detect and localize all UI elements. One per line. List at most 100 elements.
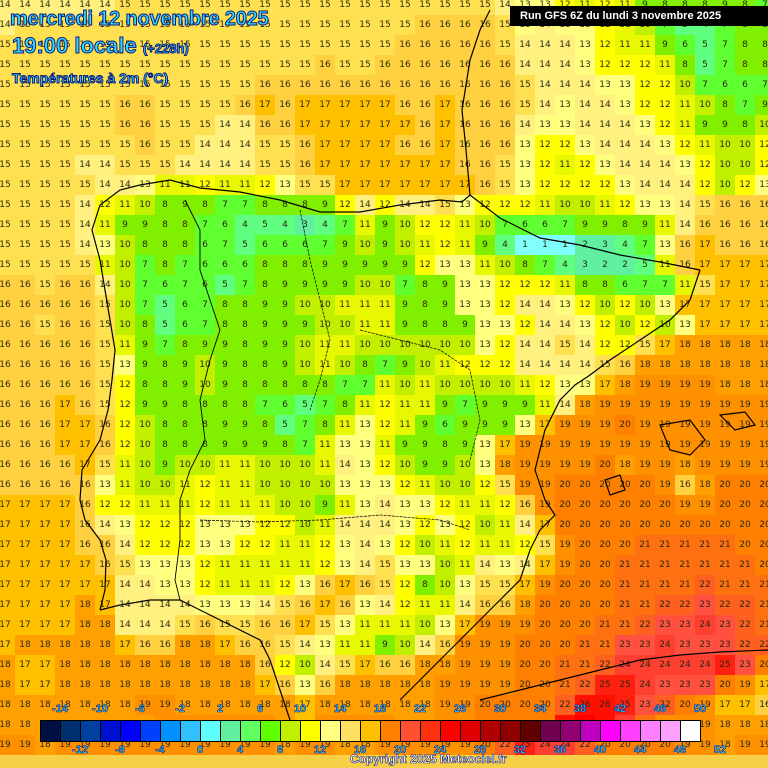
grid-value: 8 (415, 295, 435, 315)
grid-value: 17 (375, 135, 395, 155)
grid-value: 15 (155, 75, 175, 95)
grid-value: 16 (75, 315, 95, 335)
grid-value: 15 (255, 155, 275, 175)
grid-value: 20 (695, 515, 715, 535)
grid-value: 15 (315, 15, 335, 35)
legend-swatch (61, 721, 81, 741)
grid-value: 15 (35, 135, 55, 155)
grid-value: 20 (755, 515, 768, 535)
grid-value: 8 (275, 435, 295, 455)
grid-value: 16 (415, 55, 435, 75)
grid-value: 10 (435, 375, 455, 395)
legend-tick-label: -6 (135, 703, 145, 716)
grid-value: 11 (675, 275, 695, 295)
grid-value: 16 (55, 355, 75, 375)
legend-tick-label: -12 (72, 744, 89, 757)
grid-value: 14 (115, 535, 135, 555)
legend-tick-label: 22 (413, 703, 427, 716)
legend-swatch (281, 721, 301, 741)
grid-value: 12 (335, 195, 355, 215)
legend-swatch (41, 721, 61, 741)
grid-value: 7 (755, 75, 768, 95)
grid-value: 14 (175, 155, 195, 175)
grid-value: 19 (695, 435, 715, 455)
grid-value: 15 (35, 175, 55, 195)
grid-value: 15 (355, 15, 375, 35)
grid-value: 15 (375, 575, 395, 595)
grid-value: 16 (415, 75, 435, 95)
grid-value: 12 (595, 315, 615, 335)
grid-value: 15 (55, 35, 75, 55)
grid-value: 16 (155, 635, 175, 655)
grid-value: 11 (315, 355, 335, 375)
grid-value: 14 (655, 155, 675, 175)
grid-value: 13 (475, 275, 495, 295)
grid-value: 15 (0, 215, 15, 235)
grid-value: 13 (395, 555, 415, 575)
grid-value: 8 (175, 215, 195, 235)
grid-value: 12 (635, 315, 655, 335)
grid-value: 19 (475, 635, 495, 655)
grid-value: 11 (255, 495, 275, 515)
grid-value: 12 (435, 495, 455, 515)
grid-value: 17 (35, 495, 55, 515)
grid-value: 10 (335, 315, 355, 335)
grid-value: 11 (475, 535, 495, 555)
grid-value: 15 (355, 55, 375, 75)
grid-value: 23 (695, 595, 715, 615)
grid-value: 7 (375, 355, 395, 375)
grid-value: 9 (275, 335, 295, 355)
grid-value: 15 (355, 0, 375, 15)
grid-value: 17 (355, 175, 375, 195)
grid-value: 16 (715, 235, 735, 255)
grid-value: 25 (595, 675, 615, 695)
grid-value: 11 (415, 395, 435, 415)
grid-value: 18 (355, 675, 375, 695)
grid-value: 13 (615, 75, 635, 95)
grid-value: 19 (655, 475, 675, 495)
grid-value: 12 (535, 375, 555, 395)
grid-value: 8 (255, 255, 275, 275)
grid-value: 15 (0, 155, 15, 175)
grid-value: 20 (535, 615, 555, 635)
grid-value: 18 (495, 455, 515, 475)
grid-value: 11 (595, 195, 615, 215)
grid-value: 12 (635, 75, 655, 95)
grid-value: 16 (435, 35, 455, 55)
grid-value: 13 (155, 575, 175, 595)
legend-tick-label: 0 (196, 744, 204, 757)
grid-value: 17 (435, 155, 455, 175)
grid-value: 19 (715, 395, 735, 415)
grid-value: 20 (555, 595, 575, 615)
grid-value: 18 (0, 695, 15, 715)
grid-value: 20 (575, 555, 595, 575)
grid-value: 5 (215, 275, 235, 295)
grid-value: 21 (655, 555, 675, 575)
grid-value: 17 (35, 535, 55, 555)
grid-value: 17 (395, 115, 415, 135)
grid-value: 16 (295, 155, 315, 175)
grid-value: 24 (655, 655, 675, 675)
grid-value: 15 (235, 0, 255, 15)
grid-value: 14 (75, 155, 95, 175)
legend-tick-label: 52 (713, 744, 727, 757)
grid-value: 19 (735, 455, 755, 475)
grid-value: 17 (335, 575, 355, 595)
grid-value: 19 (655, 395, 675, 415)
grid-value: 16 (315, 75, 335, 95)
grid-value: 8 (235, 395, 255, 415)
grid-value: 20 (535, 595, 555, 615)
grid-value: 9 (495, 395, 515, 415)
grid-value: 17 (35, 655, 55, 675)
grid-value: 16 (615, 355, 635, 375)
legend-swatch (201, 721, 221, 741)
grid-value: 20 (755, 495, 768, 515)
grid-value: 15 (35, 255, 55, 275)
legend-tick-label: -8 (115, 744, 125, 757)
grid-value: 8 (595, 275, 615, 295)
grid-value: 21 (735, 555, 755, 575)
grid-value: 17 (15, 575, 35, 595)
grid-value: 18 (55, 655, 75, 675)
legend-tick-label: 10 (293, 703, 307, 716)
grid-value: 5 (255, 215, 275, 235)
